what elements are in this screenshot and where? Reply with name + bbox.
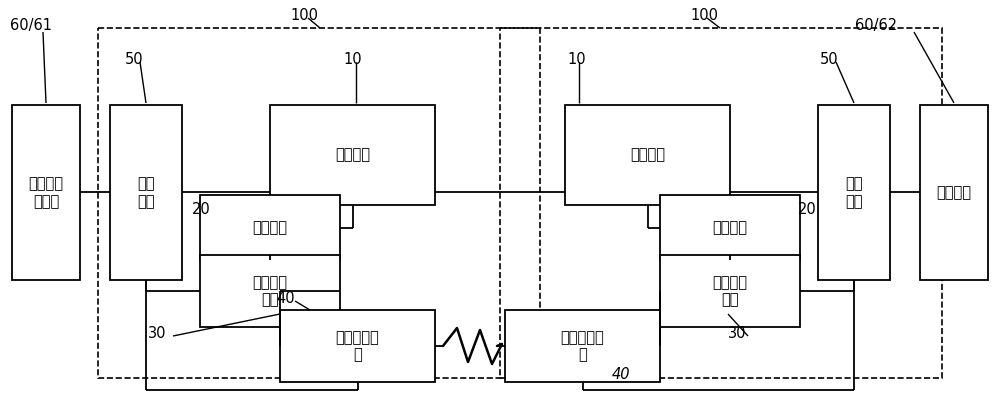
Text: 传输环网: 传输环网: [936, 185, 972, 200]
Text: 通信控制
模块: 通信控制 模块: [712, 275, 748, 307]
Bar: [660, 195, 800, 260]
Text: 用户侧数
通模块: 用户侧数 通模块: [28, 176, 64, 209]
Text: 100: 100: [690, 8, 718, 23]
Bar: [920, 105, 988, 280]
Text: 50: 50: [125, 52, 144, 67]
Text: 60/62: 60/62: [855, 18, 897, 33]
Text: 主控模块: 主控模块: [712, 220, 748, 235]
Text: 50: 50: [820, 52, 839, 67]
Text: 主控模块: 主控模块: [252, 220, 288, 235]
Text: 10: 10: [567, 52, 586, 67]
Text: 线路模块: 线路模块: [630, 147, 665, 162]
Bar: [565, 105, 730, 205]
Text: 20: 20: [192, 202, 211, 217]
Text: 40: 40: [276, 291, 295, 306]
Text: 10: 10: [343, 52, 362, 67]
Text: 支路
模块: 支路 模块: [137, 176, 155, 209]
Bar: [818, 105, 890, 280]
Bar: [270, 105, 435, 205]
Bar: [280, 310, 435, 382]
Bar: [98, 28, 540, 378]
Bar: [12, 105, 80, 280]
Bar: [660, 255, 800, 327]
Text: 40: 40: [612, 367, 631, 382]
Text: 通信控制
模块: 通信控制 模块: [252, 275, 288, 307]
Bar: [200, 255, 340, 327]
Bar: [500, 28, 942, 378]
Text: 通信保护模
块: 通信保护模 块: [561, 330, 604, 362]
Text: 60/61: 60/61: [10, 18, 52, 33]
Bar: [505, 310, 660, 382]
Text: 100: 100: [290, 8, 318, 23]
Text: 支路
模块: 支路 模块: [845, 176, 863, 209]
Text: 通信保护模
块: 通信保护模 块: [336, 330, 379, 362]
Text: 30: 30: [728, 326, 746, 341]
Text: 30: 30: [148, 326, 166, 341]
Bar: [200, 195, 340, 260]
Text: 20: 20: [798, 202, 817, 217]
Bar: [110, 105, 182, 280]
Text: 线路模块: 线路模块: [335, 147, 370, 162]
